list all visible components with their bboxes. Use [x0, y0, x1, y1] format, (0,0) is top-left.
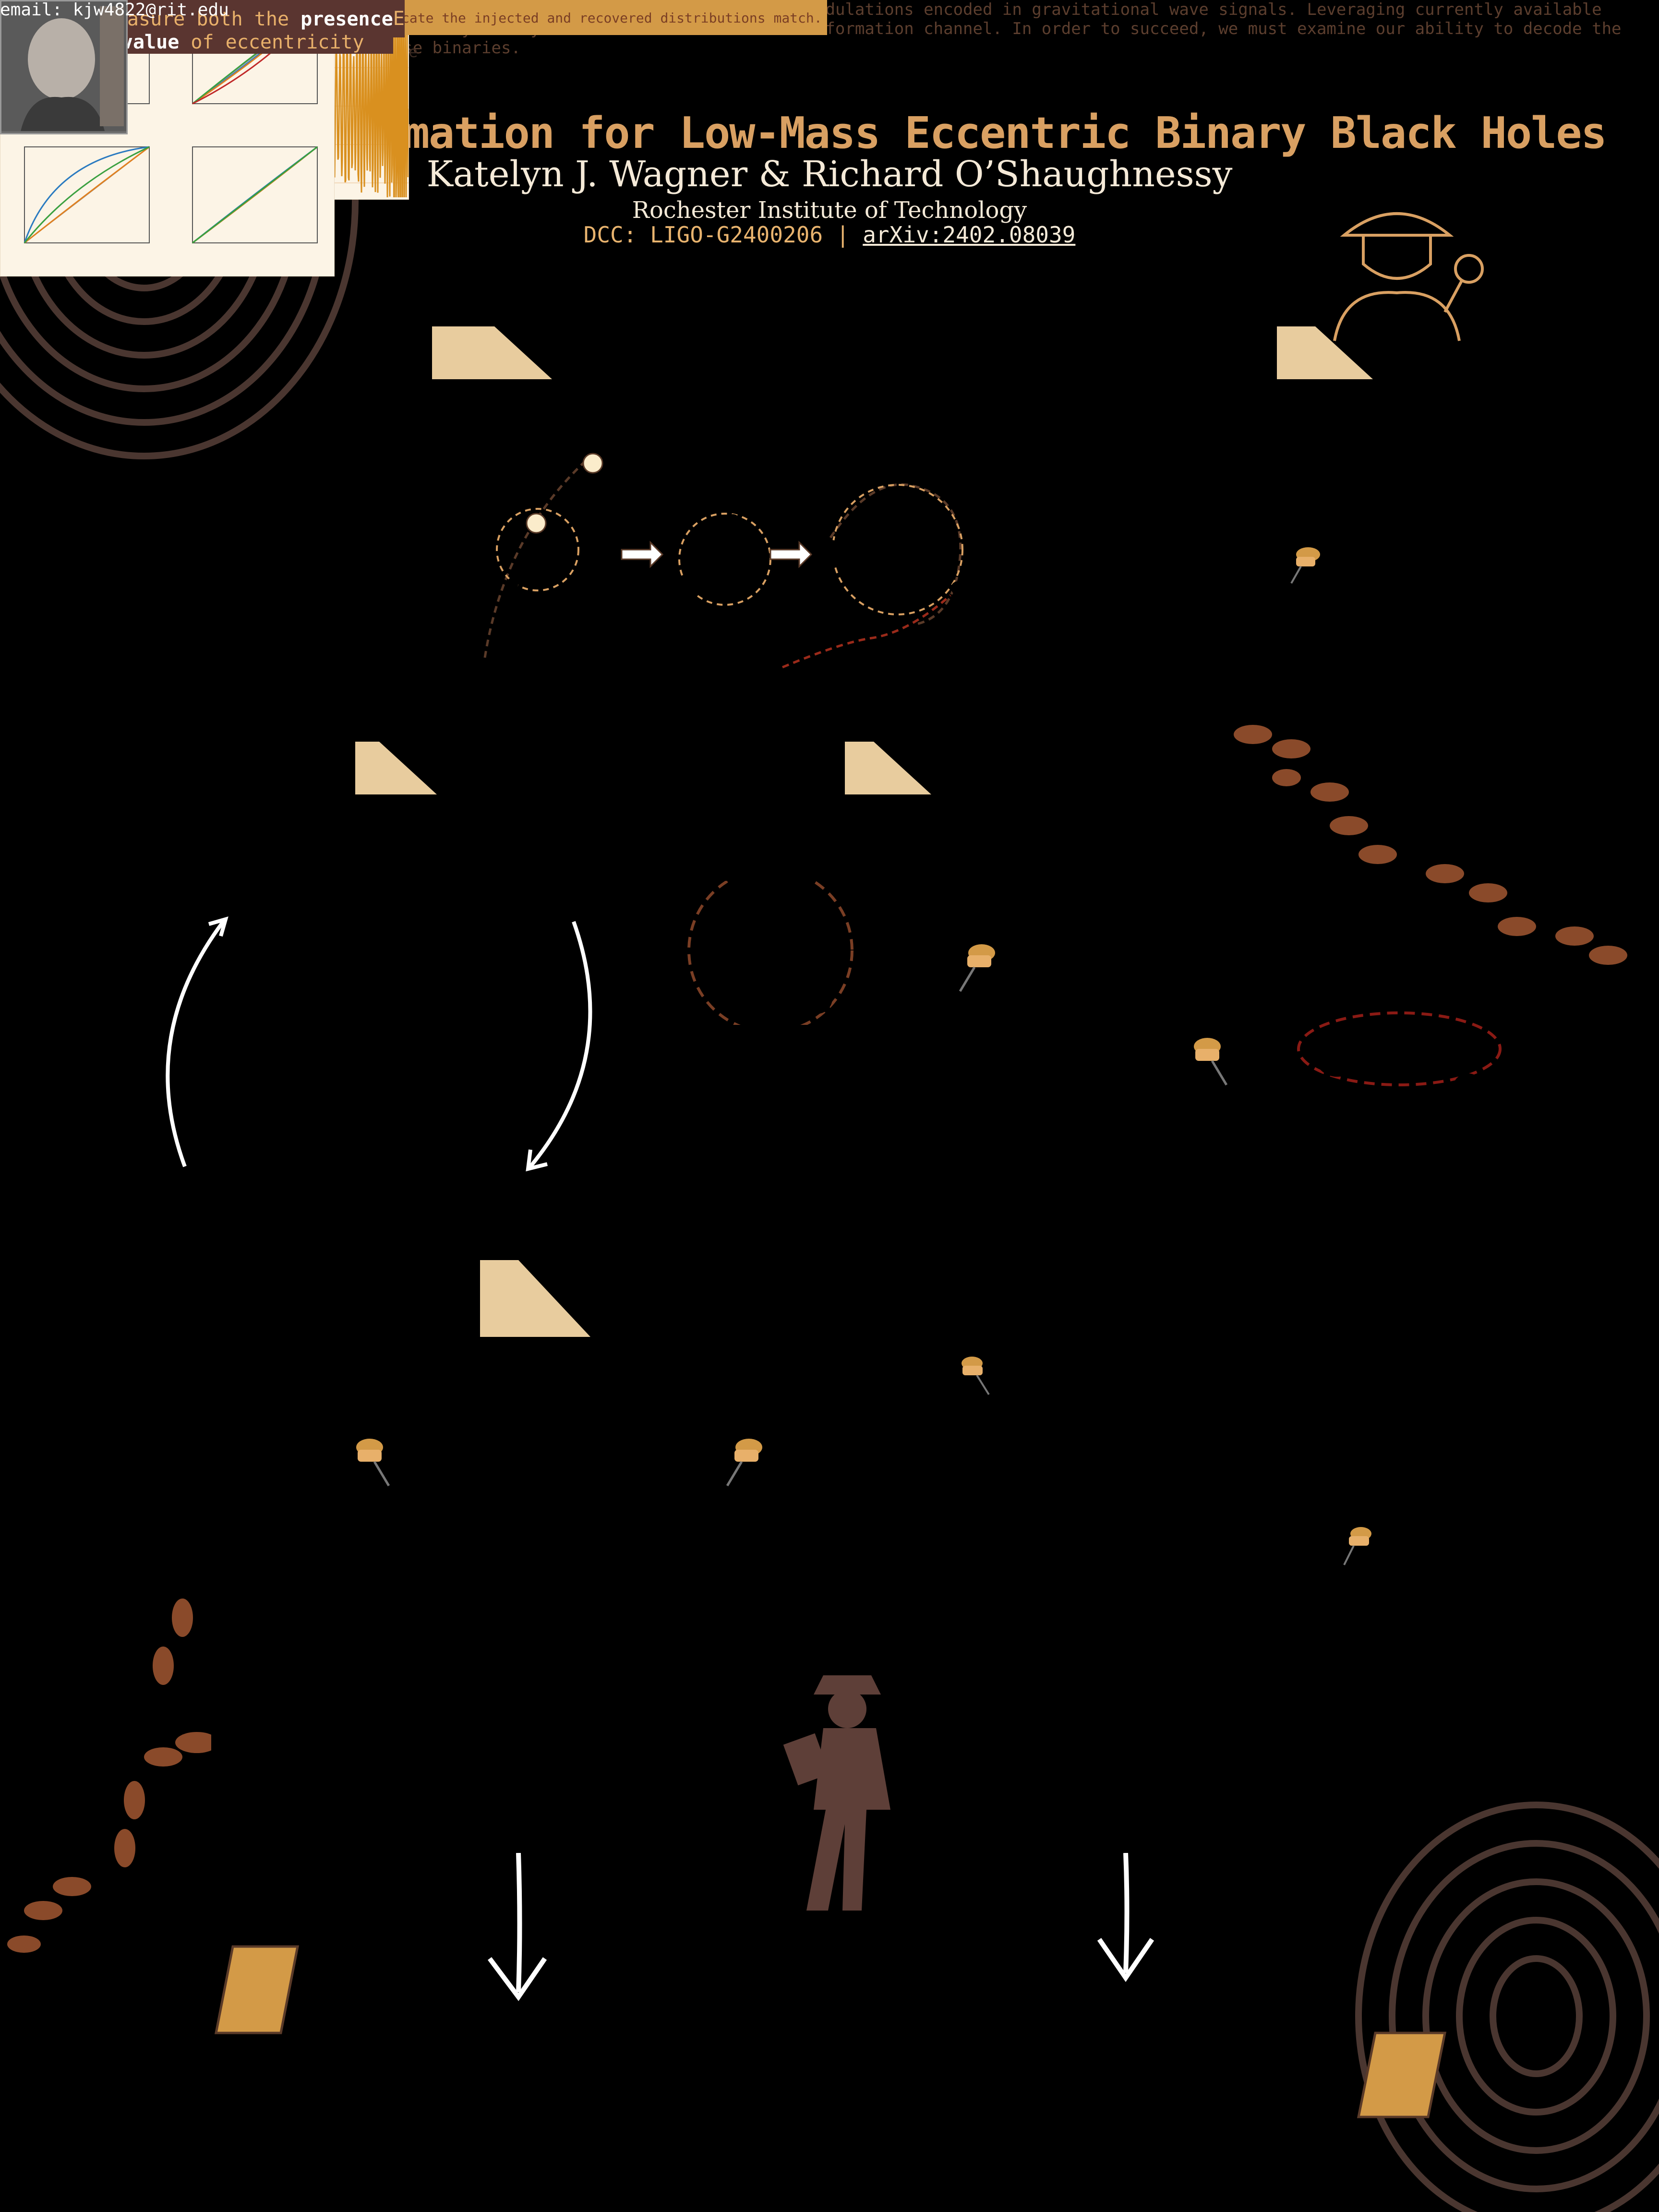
detective-silhouette-icon: [783, 1675, 890, 1911]
pushpin-icon-clue-1: [959, 944, 995, 992]
arxiv-link[interactable]: arXiv:2402.08039: [863, 222, 1076, 248]
author-photo: [0, 0, 128, 134]
reference-links: DCC: LIGO-G2400206 | arXiv:2402.08039: [0, 222, 1659, 248]
binary-merger-diagram: [483, 453, 964, 669]
institution: Rochester Institute of Technology: [632, 197, 1027, 224]
pushpin-icon-trial-1: [356, 1439, 390, 1487]
number-card-2: [1357, 2032, 1447, 2118]
email-contact[interactable]: email: kjw4822@rit.edu: [0, 0, 229, 20]
pushpin-icon-trial-4: [1343, 1527, 1371, 1565]
fingerprint-icon-2: [1355, 1802, 1659, 2212]
detective-icon: [1333, 212, 1484, 341]
eccentric-orbit-diagram: [1297, 1011, 1502, 1104]
dcc-number: DCC: LIGO-G2400206 |: [583, 222, 850, 248]
authors: Katelyn J. Wagner & Richard O’Shaughness…: [426, 154, 1233, 195]
footprints-icon: [1234, 725, 1627, 965]
pushpin-icon-trial-3: [962, 1357, 990, 1395]
iteration-arrows: [166, 916, 592, 1172]
pushpin-icon-trial-2: [726, 1439, 762, 1487]
pushpin-icon-clue-2: [1194, 1038, 1228, 1086]
verdict-arrows: [488, 1853, 1154, 2001]
pushpin-icon: [1290, 547, 1320, 584]
footprints-icon-2: [7, 1599, 211, 1953]
number-card-1: [214, 1945, 300, 2034]
circular-orbit-diagram: [687, 881, 854, 1025]
